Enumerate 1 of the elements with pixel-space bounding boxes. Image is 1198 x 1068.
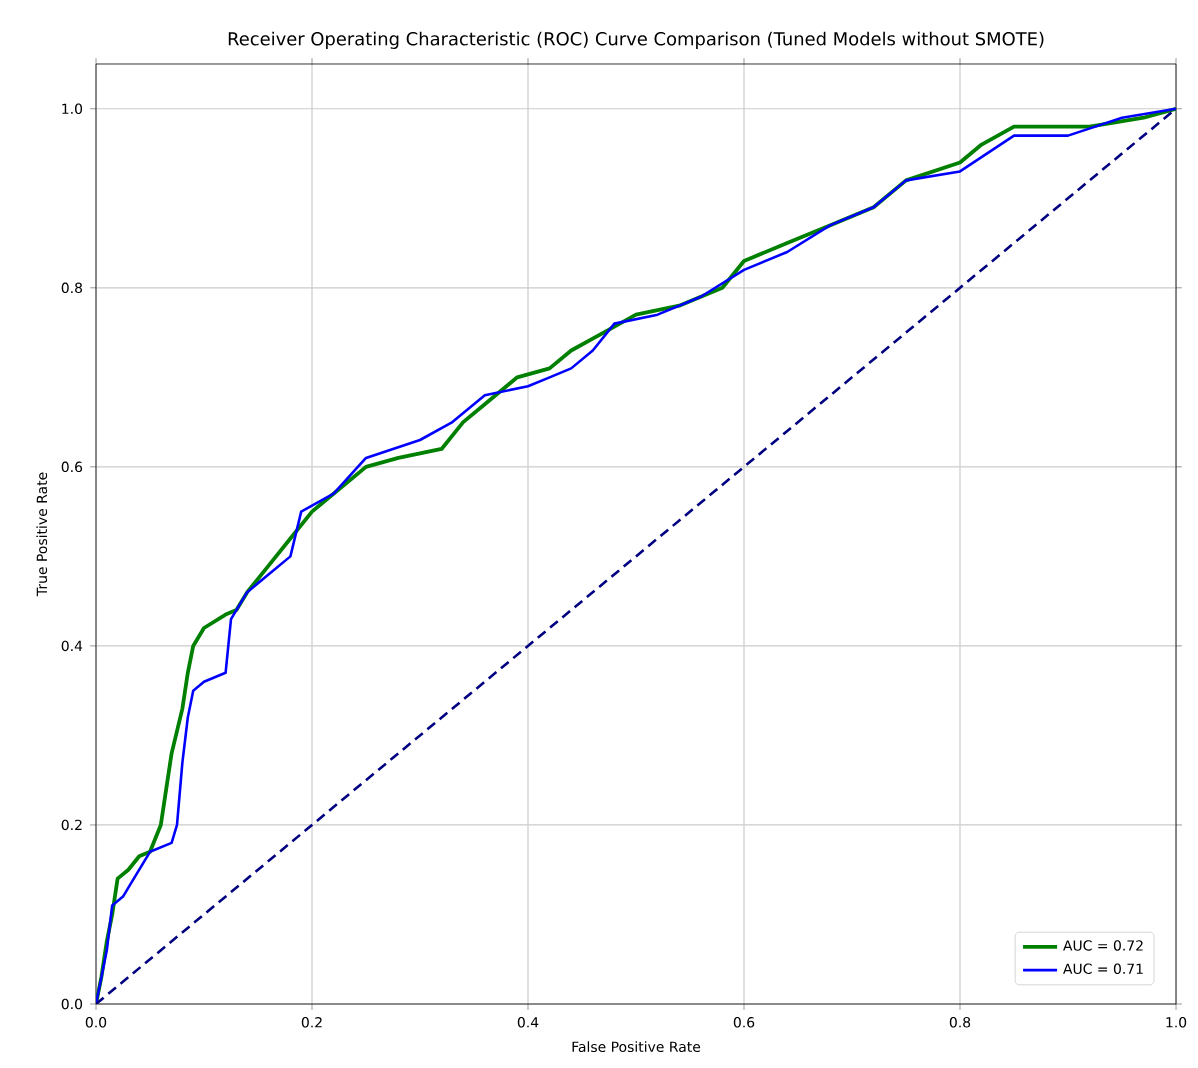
chart-title: Receiver Operating Characteristic (ROC) Curve Comparison (Tuned Models without SMOTE) [228,31,1044,49]
